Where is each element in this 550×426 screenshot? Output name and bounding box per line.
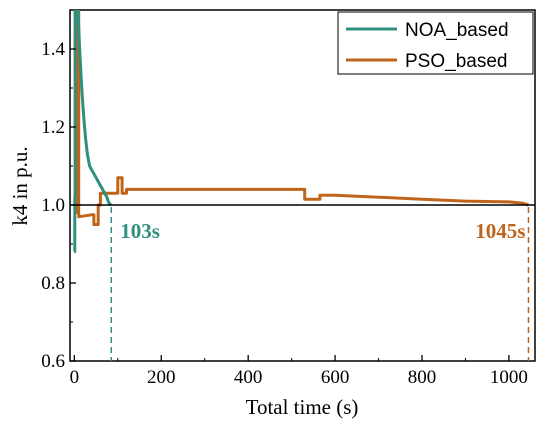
y-tick-label: 0.6	[41, 351, 65, 372]
legend-box	[337, 11, 534, 75]
y-tick-label: 1.4	[41, 39, 65, 60]
legend: NOA_based PSO_based	[337, 11, 534, 75]
y-tick-label: 1.0	[41, 195, 65, 216]
series-layer	[73, 10, 529, 254]
annotation-label-1: 1045s	[475, 219, 525, 243]
x-axis-label: Total time (s)	[246, 395, 359, 419]
y-tick-label: 1.2	[41, 117, 65, 138]
x-tick-label: 400	[234, 367, 263, 388]
y-axis-ticks: 0.6 0.8 1.0 1.2 1.4	[41, 9, 76, 372]
x-tick-label: 1000	[490, 367, 528, 388]
y-tick-label: 0.8	[41, 273, 65, 294]
x-tick-label: 800	[408, 367, 437, 388]
x-tick-label: 600	[321, 367, 350, 388]
annotation-layer: 103s 1045s	[110, 207, 530, 361]
series-line-noa-based	[73, 10, 113, 254]
x-tick-label: 0	[70, 367, 80, 388]
y-axis-label: k4 in p.u.	[8, 146, 32, 225]
series-line-pso-based	[73, 10, 529, 226]
x-tick-label: 200	[147, 367, 176, 388]
annotation-label-0: 103s	[120, 219, 160, 243]
legend-label-pso-based: PSO_based	[405, 51, 507, 72]
x-axis-ticks: 0 200 400 600 800 1000	[70, 355, 528, 388]
legend-label-noa-based: NOA_based	[405, 20, 509, 41]
